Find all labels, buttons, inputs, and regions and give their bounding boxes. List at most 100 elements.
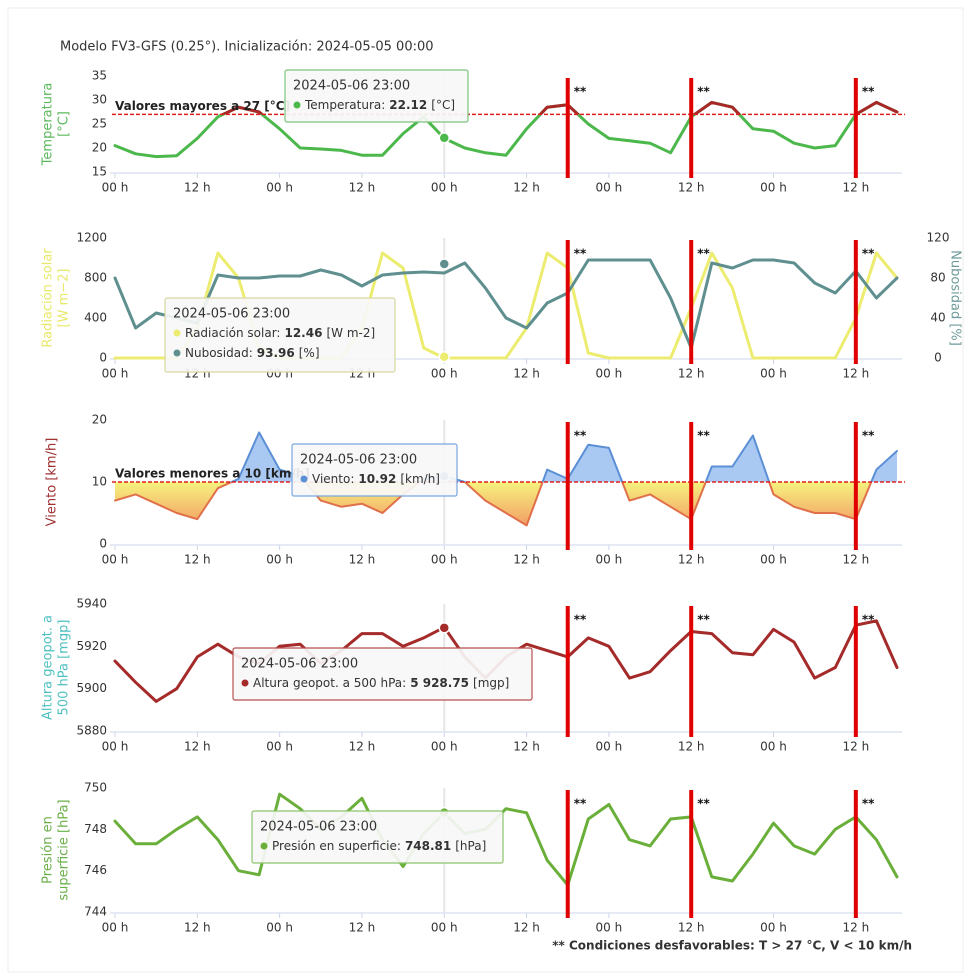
tooltip-unit: [W m-2]	[326, 326, 375, 340]
y2-tick-label: 0	[934, 351, 942, 365]
tooltip-time: 2024-05-06 23:00	[260, 820, 377, 835]
x-tick-label: 00 h	[102, 740, 129, 754]
x-tick-label: 00 h	[266, 921, 293, 935]
x-tick-label: 00 h	[431, 181, 458, 195]
y-tick-label: 748	[84, 822, 107, 836]
y-axis-label: superficie [hPa]	[57, 799, 72, 900]
y-tick-label: 5880	[76, 724, 107, 738]
tooltip-unit: [hPa]	[455, 839, 486, 853]
y-axis-label: Temperatura	[41, 83, 56, 167]
y-tick-label: 20	[92, 413, 107, 427]
x-tick-label: 00 h	[596, 740, 623, 754]
tooltip-value: 22.12	[389, 98, 427, 112]
y-tick-label: 744	[84, 905, 107, 919]
tooltip-bullet	[293, 101, 301, 109]
tooltip-item: Temperatura: 22.12 [°C]	[304, 98, 455, 112]
y-tick-label: 1200	[76, 231, 107, 245]
y-tick-label: 20	[92, 141, 107, 155]
tooltip-value: 12.46	[284, 326, 322, 340]
x-tick-label: 12 h	[678, 553, 705, 567]
x-tick-label: 12 h	[513, 181, 540, 195]
tooltip-item: Radiación solar: 12.46 [W m-2]	[185, 326, 375, 340]
line-above	[229, 431, 898, 482]
marker-label: **	[862, 85, 875, 99]
y2-tick-label: 40	[930, 311, 945, 325]
tooltip-label: Temperatura:	[304, 98, 385, 112]
x-tick-label: 12 h	[513, 921, 540, 935]
y-axis-label: [°C]	[57, 111, 72, 137]
x-tick-label: 12 h	[184, 181, 211, 195]
y-tick-label: 400	[84, 311, 107, 325]
threshold-label: Valores menores a 10 [km/h]	[115, 467, 310, 481]
y-tick-label: 750	[84, 781, 107, 795]
tooltip-item: Viento: 10.92 [km/h]	[312, 472, 440, 486]
y-tick-label: 25	[92, 117, 107, 131]
x-tick-label: 12 h	[184, 740, 211, 754]
series-line	[113, 258, 899, 350]
x-tick-label: 00 h	[596, 921, 623, 935]
tooltip-value: 10.92	[358, 472, 396, 486]
x-tick-label: 00 h	[431, 553, 458, 567]
tooltip-box	[164, 297, 396, 373]
y-axis-label: [W m−2]	[57, 269, 72, 328]
y-tick-label: 746	[84, 863, 107, 877]
marker-label: **	[697, 85, 710, 99]
tooltip-unit: [°C]	[431, 98, 455, 112]
area-above	[115, 432, 897, 482]
tooltip-label: Presión en superficie:	[272, 839, 401, 853]
x-tick-label: 12 h	[349, 553, 376, 567]
y-axis-label: Viento [km/h]	[45, 438, 60, 527]
tooltip-time: 2024-05-06 23:00	[300, 453, 417, 468]
y-tick-label: 30	[92, 93, 107, 107]
marker-label: **	[574, 247, 587, 261]
series-line	[113, 792, 899, 887]
tooltip-box	[251, 810, 504, 864]
x-tick-label: 12 h	[842, 740, 869, 754]
footnote: ** Condiciones desfavorables: T > 27 °C,…	[552, 939, 912, 953]
x-tick-label: 12 h	[678, 921, 705, 935]
x-tick-label: 00 h	[102, 367, 129, 381]
x-tick-label: 00 h	[760, 367, 787, 381]
tooltip-item: Altura geopot. a 500 hPa: 5 928.75 [mgp]	[253, 676, 509, 690]
x-tick-label: 00 h	[102, 921, 129, 935]
marker-label: **	[697, 797, 710, 811]
tooltip-bullet	[173, 329, 181, 337]
tooltip-label: Nubosidad:	[185, 346, 253, 360]
tooltip-bullet	[241, 679, 249, 687]
x-tick-label: 12 h	[349, 181, 376, 195]
series-line-above	[219, 100, 899, 115]
x-tick-label: 12 h	[678, 367, 705, 381]
tooltip-box	[284, 69, 469, 123]
x-tick-label: 00 h	[102, 553, 129, 567]
y-tick-label: 800	[84, 271, 107, 285]
tooltip-time: 2024-05-06 23:00	[241, 657, 358, 672]
x-tick-label: 00 h	[266, 553, 293, 567]
marker-label: **	[574, 613, 587, 627]
hover-point	[438, 622, 451, 634]
x-tick-label: 12 h	[513, 367, 540, 381]
x-tick-label: 12 h	[349, 740, 376, 754]
y-axis-label: Radiación solar	[41, 248, 56, 348]
x-tick-label: 00 h	[266, 740, 293, 754]
tooltip-item: Presión en superficie: 748.81 [hPa]	[272, 839, 486, 853]
x-tick-label: 12 h	[842, 921, 869, 935]
y-axis-label: Presión en	[41, 816, 56, 884]
marker-label: **	[862, 797, 875, 811]
y-tick-label: 5940	[76, 597, 107, 611]
x-tick-label: 00 h	[596, 181, 623, 195]
threshold-label: Valores mayores a 27 [°C]	[115, 99, 290, 113]
x-tick-label: 00 h	[760, 740, 787, 754]
marker-label: **	[574, 797, 587, 811]
x-tick-label: 12 h	[678, 181, 705, 195]
x-tick-label: 00 h	[596, 367, 623, 381]
page-title: Modelo FV3-GFS (0.25°). Inicialización: …	[60, 40, 434, 55]
y2-axis-label: Nubosidad [%]	[948, 250, 963, 346]
x-tick-label: 12 h	[513, 553, 540, 567]
tooltip-time: 2024-05-06 23:00	[173, 307, 290, 322]
hover-point	[438, 132, 451, 144]
marker-label: **	[697, 247, 710, 261]
x-tick-label: 00 h	[760, 553, 787, 567]
tooltip-item: Nubosidad: 93.96 [%]	[185, 346, 320, 360]
x-tick-label: 12 h	[349, 921, 376, 935]
marker-label: **	[697, 429, 710, 443]
